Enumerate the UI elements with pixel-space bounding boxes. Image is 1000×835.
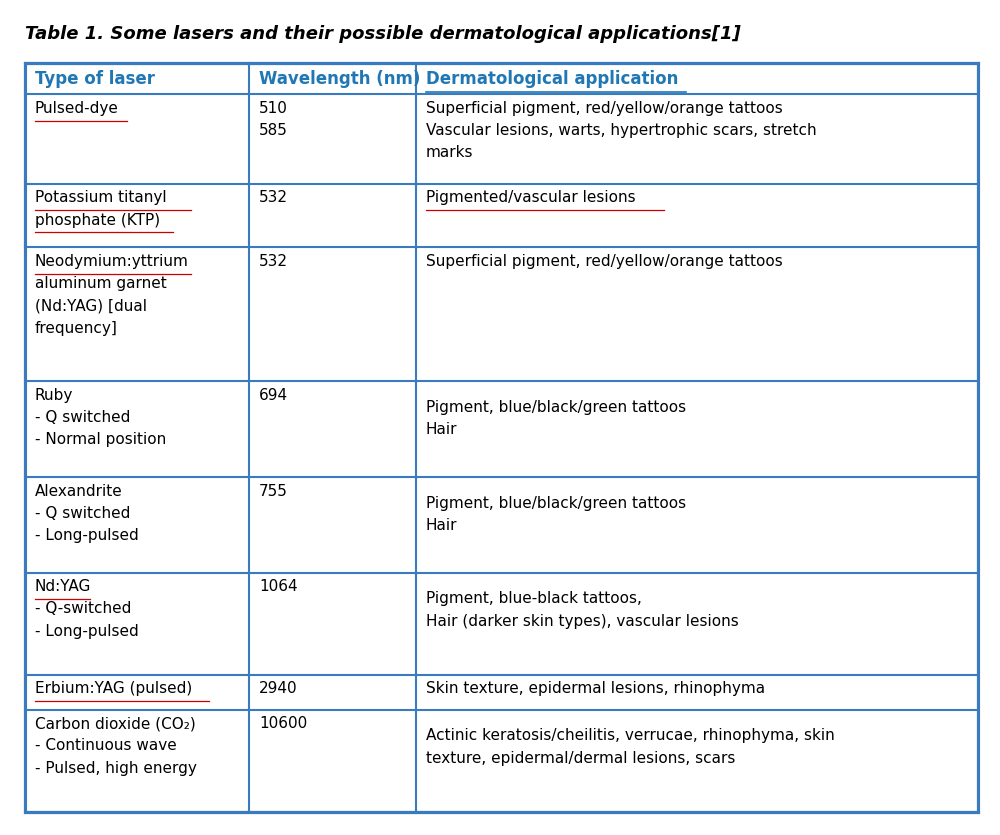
Text: Superficial pigment, red/yellow/orange tattoos: Superficial pigment, red/yellow/orange t… [426, 101, 782, 116]
Text: 755: 755 [259, 483, 288, 498]
Text: - Long-pulsed: - Long-pulsed [35, 528, 139, 543]
Text: Neodymium:yttrium: Neodymium:yttrium [35, 254, 189, 269]
Text: phosphate (KTP): phosphate (KTP) [35, 213, 160, 228]
Text: - Q-switched: - Q-switched [35, 601, 131, 616]
Text: Erbium:YAG (pulsed): Erbium:YAG (pulsed) [35, 681, 192, 696]
Text: - Q switched: - Q switched [35, 410, 130, 425]
Text: Wavelength (nm): Wavelength (nm) [259, 69, 420, 88]
Text: Nd:YAG: Nd:YAG [35, 579, 91, 595]
Text: aluminum garnet: aluminum garnet [35, 276, 167, 291]
Text: Pigment, blue/black/green tattoos: Pigment, blue/black/green tattoos [426, 496, 686, 511]
Text: Hair (darker skin types), vascular lesions: Hair (darker skin types), vascular lesio… [426, 614, 738, 629]
Text: marks: marks [426, 145, 473, 160]
Text: Pigment, blue/black/green tattoos: Pigment, blue/black/green tattoos [426, 400, 686, 415]
Text: Pigment, blue-black tattoos,: Pigment, blue-black tattoos, [426, 591, 642, 606]
Text: - Continuous wave: - Continuous wave [35, 738, 177, 753]
Text: texture, epidermal/dermal lesions, scars: texture, epidermal/dermal lesions, scars [426, 751, 735, 766]
Text: Potassium titanyl: Potassium titanyl [35, 190, 167, 205]
Text: (Nd:YAG) [dual: (Nd:YAG) [dual [35, 298, 147, 313]
Text: Vascular lesions, warts, hypertrophic scars, stretch: Vascular lesions, warts, hypertrophic sc… [426, 124, 816, 139]
Text: Superficial pigment, red/yellow/orange tattoos: Superficial pigment, red/yellow/orange t… [426, 254, 782, 269]
Text: Dermatological application: Dermatological application [426, 69, 678, 88]
Text: - Normal position: - Normal position [35, 433, 166, 448]
Text: 532: 532 [259, 254, 288, 269]
Text: 1064: 1064 [259, 579, 298, 595]
Text: 510: 510 [259, 101, 288, 116]
Text: 10600: 10600 [259, 716, 307, 731]
Text: Table 1. Some lasers and their possible dermatological applications[1]: Table 1. Some lasers and their possible … [25, 25, 741, 43]
Text: - Q switched: - Q switched [35, 506, 130, 521]
Text: Actinic keratosis/cheilitis, verrucae, rhinophyma, skin: Actinic keratosis/cheilitis, verrucae, r… [426, 728, 834, 743]
Text: 2940: 2940 [259, 681, 298, 696]
Text: - Long-pulsed: - Long-pulsed [35, 624, 139, 639]
Text: frequency]: frequency] [35, 321, 118, 336]
Text: Carbon dioxide (CO₂): Carbon dioxide (CO₂) [35, 716, 196, 731]
Text: 694: 694 [259, 388, 288, 403]
Text: 532: 532 [259, 190, 288, 205]
Text: Ruby: Ruby [35, 388, 73, 403]
Text: Pulsed-dye: Pulsed-dye [35, 101, 119, 116]
Text: - Pulsed, high energy: - Pulsed, high energy [35, 761, 197, 776]
Text: 585: 585 [259, 124, 288, 139]
Text: Pigmented/vascular lesions: Pigmented/vascular lesions [426, 190, 635, 205]
Text: Skin texture, epidermal lesions, rhinophyma: Skin texture, epidermal lesions, rhinoph… [426, 681, 765, 696]
Bar [25, 63, 978, 812]
Text: Alexandrite: Alexandrite [35, 483, 123, 498]
Text: Hair: Hair [426, 423, 457, 438]
Text: Hair: Hair [426, 518, 457, 533]
Text: Type of laser: Type of laser [35, 69, 155, 88]
